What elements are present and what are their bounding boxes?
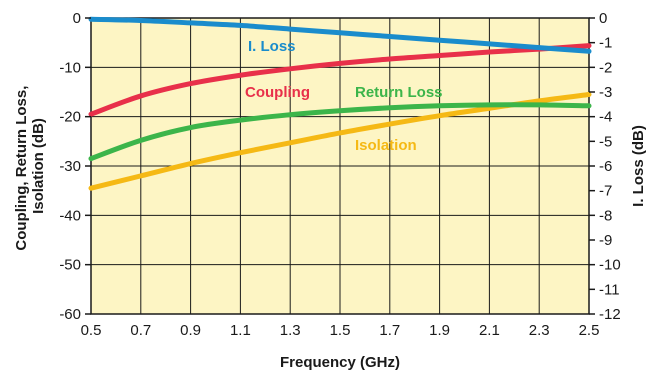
y-left-tick-label: 0	[73, 10, 81, 27]
series-label-coupling: Coupling	[245, 84, 310, 101]
y-right-tick-label: 0	[599, 10, 607, 27]
y-right-tick-label: -8	[599, 207, 612, 224]
x-tick-label: 2.1	[479, 322, 500, 339]
series-line-coupling	[88, 43, 592, 117]
y-left-axis-title: Coupling, Return Loss, Isolation (dB)	[13, 81, 47, 251]
y-right-axis-ticks: 0 -1 -2 -3 -4 -5 -6 -7 -8 -9 -10 -11 -12	[589, 10, 621, 323]
series-line-i-loss	[88, 16, 592, 54]
x-axis-title: Frequency (GHz)	[280, 354, 400, 371]
svg-text:I. Loss (dB): I. Loss (dB)	[630, 125, 647, 207]
y-left-tick-label: -60	[59, 306, 81, 323]
x-axis-ticks: 0.5 0.7 0.9 1.1 1.3 1.5 1.7 1.9 2.1 2.3 2.5	[81, 322, 600, 339]
y-left-tick-label: -10	[59, 59, 81, 76]
x-tick-label: 1.7	[379, 322, 400, 339]
x-tick-label: 2.5	[579, 322, 600, 339]
y-left-tick-label: -50	[59, 257, 81, 274]
y-right-tick-label: -6	[599, 158, 612, 175]
series-label-i-loss: I. Loss	[248, 38, 296, 55]
y-right-tick-label: -12	[599, 306, 621, 323]
x-tick-label: 0.9	[180, 322, 201, 339]
x-tick-label: 1.1	[230, 322, 251, 339]
y-left-tick-label: -30	[59, 158, 81, 175]
y-left-axis-ticks: 0 -10 -20 -30 -40 -50 -60	[59, 10, 91, 323]
x-tick-label: 1.3	[280, 322, 301, 339]
x-tick-label: 1.5	[330, 322, 351, 339]
y-right-tick-label: -7	[599, 183, 612, 200]
y-right-tick-label: -4	[599, 109, 612, 126]
y-left-tick-label: -40	[59, 207, 81, 224]
series-lines	[88, 16, 592, 191]
svg-text:Coupling, Return Loss,: Coupling, Return Loss, Isolation (dB)	[13, 81, 47, 250]
y-right-tick-label: -3	[599, 84, 612, 101]
y-right-tick-label: -1	[599, 35, 612, 52]
y-right-tick-label: -11	[599, 281, 620, 298]
x-tick-label: 0.7	[130, 322, 151, 339]
y-right-tick-label: -5	[599, 133, 612, 150]
series-label-isolation: Isolation	[355, 137, 417, 154]
y-right-tick-label: -9	[599, 232, 612, 249]
y-right-axis-title: I. Loss (dB)	[630, 125, 647, 207]
y-right-tick-label: -10	[599, 257, 621, 274]
x-tick-label: 2.3	[529, 322, 550, 339]
series-line-return-loss	[88, 102, 592, 162]
x-tick-label: 1.9	[429, 322, 450, 339]
series-label-return-loss: Return Loss	[355, 84, 443, 101]
y-left-axis-title-line-1: Coupling, Return Loss,	[13, 86, 30, 251]
y-left-tick-label: -20	[59, 109, 81, 126]
y-left-axis-title-line-2: Isolation (dB)	[30, 118, 47, 214]
x-tick-label: 0.5	[81, 322, 102, 339]
y-right-tick-label: -2	[599, 59, 612, 76]
